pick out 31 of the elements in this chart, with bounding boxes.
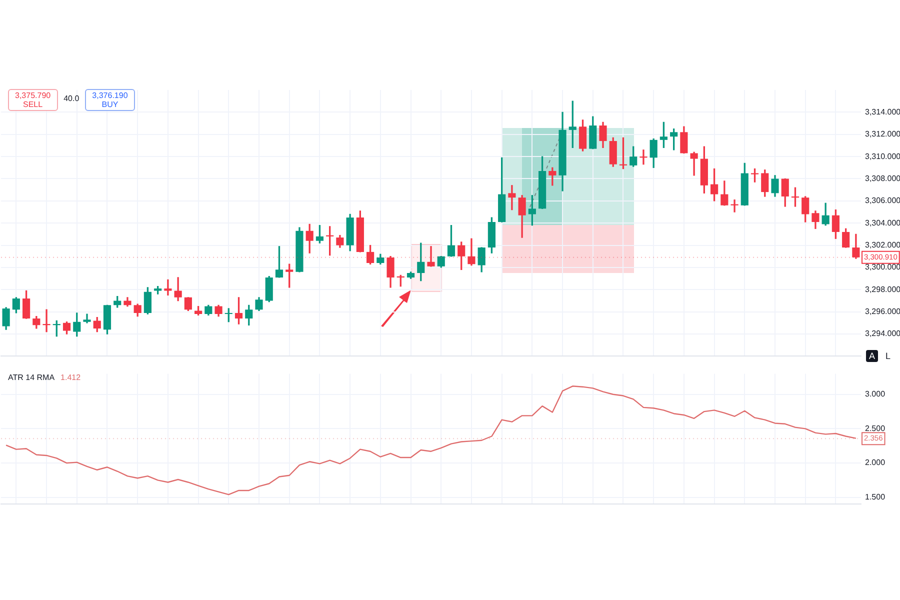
candlestick	[83, 314, 91, 324]
annotation: SELL	[23, 100, 43, 109]
y-tick-label: 3.000	[865, 390, 886, 399]
y-tick-label: 3,314.000	[865, 107, 900, 116]
candlestick	[164, 279, 172, 296]
annotation: BUY	[102, 100, 118, 109]
annotation: 3,376.190	[92, 91, 128, 100]
y-tick-label: 3,304.000	[865, 218, 900, 228]
annotation: 3,375.790	[15, 91, 51, 100]
y-tick-label: 2.000	[865, 458, 886, 468]
candlestick	[508, 185, 516, 210]
text: A	[866, 350, 878, 362]
y-tick-label: 3,312.000	[865, 130, 900, 139]
y-tick-label: 2.500	[865, 424, 886, 433]
candlestick	[42, 309, 50, 332]
y-tick-label: 3,296.000	[865, 307, 900, 316]
text: L	[884, 350, 892, 362]
y-tick-label: 3,310.000	[865, 152, 900, 161]
y-tick-label: 3,294.000	[865, 329, 900, 338]
candlestick	[427, 246, 435, 267]
y-tick-label: 3,300.000	[865, 262, 900, 272]
annotation: ATR 14 RMA	[8, 373, 55, 382]
y-tick-label: 1.500	[865, 492, 886, 502]
annotation: 1.412	[60, 373, 81, 382]
y-tick-label: 3,306.000	[865, 196, 900, 206]
y-tick-label: 3,298.000	[865, 284, 900, 294]
candlestick	[640, 150, 648, 165]
annotation: 40.0	[64, 93, 80, 103]
y-tick-label: 3,302.000	[865, 240, 900, 250]
y-tick-label: 3,308.000	[865, 174, 900, 183]
candlestick	[730, 199, 738, 212]
